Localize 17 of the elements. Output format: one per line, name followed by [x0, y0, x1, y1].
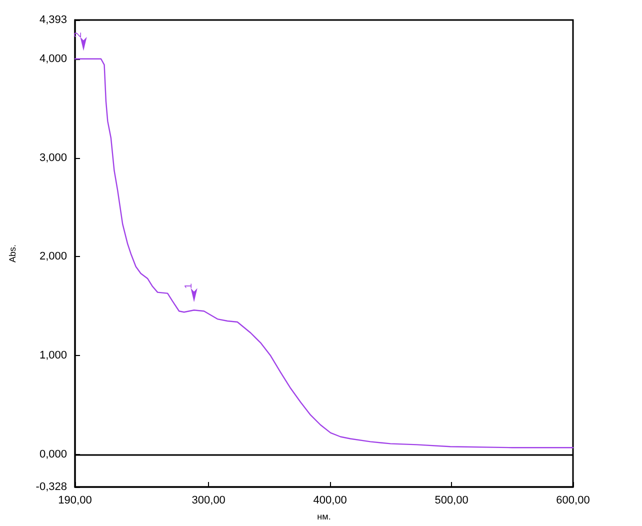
x-tick-label: 190,00 — [58, 494, 92, 506]
y-tick-label: 4,000 — [39, 52, 67, 65]
annotation: 1 — [184, 282, 195, 289]
y-tick-label: 4,393 — [39, 14, 67, 26]
y-tick-label: 1,000 — [39, 350, 67, 362]
x-tick-label: 500,00 — [434, 494, 468, 506]
line-series — [74, 58, 574, 448]
x-tick-label: 600,00 — [556, 494, 590, 506]
y-axis-title: Abs. — [8, 244, 18, 263]
y-tick-label: 2,000 — [39, 250, 67, 263]
x-tick-label: 400,00 — [313, 494, 347, 506]
annotation: 2 — [73, 32, 84, 38]
x-tick-label: 300,00 — [192, 494, 226, 506]
y-tick-label: 0,000 — [39, 448, 67, 461]
y-tick-label: -0,328 — [36, 481, 67, 493]
x-axis-title: нм. — [317, 512, 331, 522]
y-tick-label: 3,000 — [39, 152, 67, 164]
